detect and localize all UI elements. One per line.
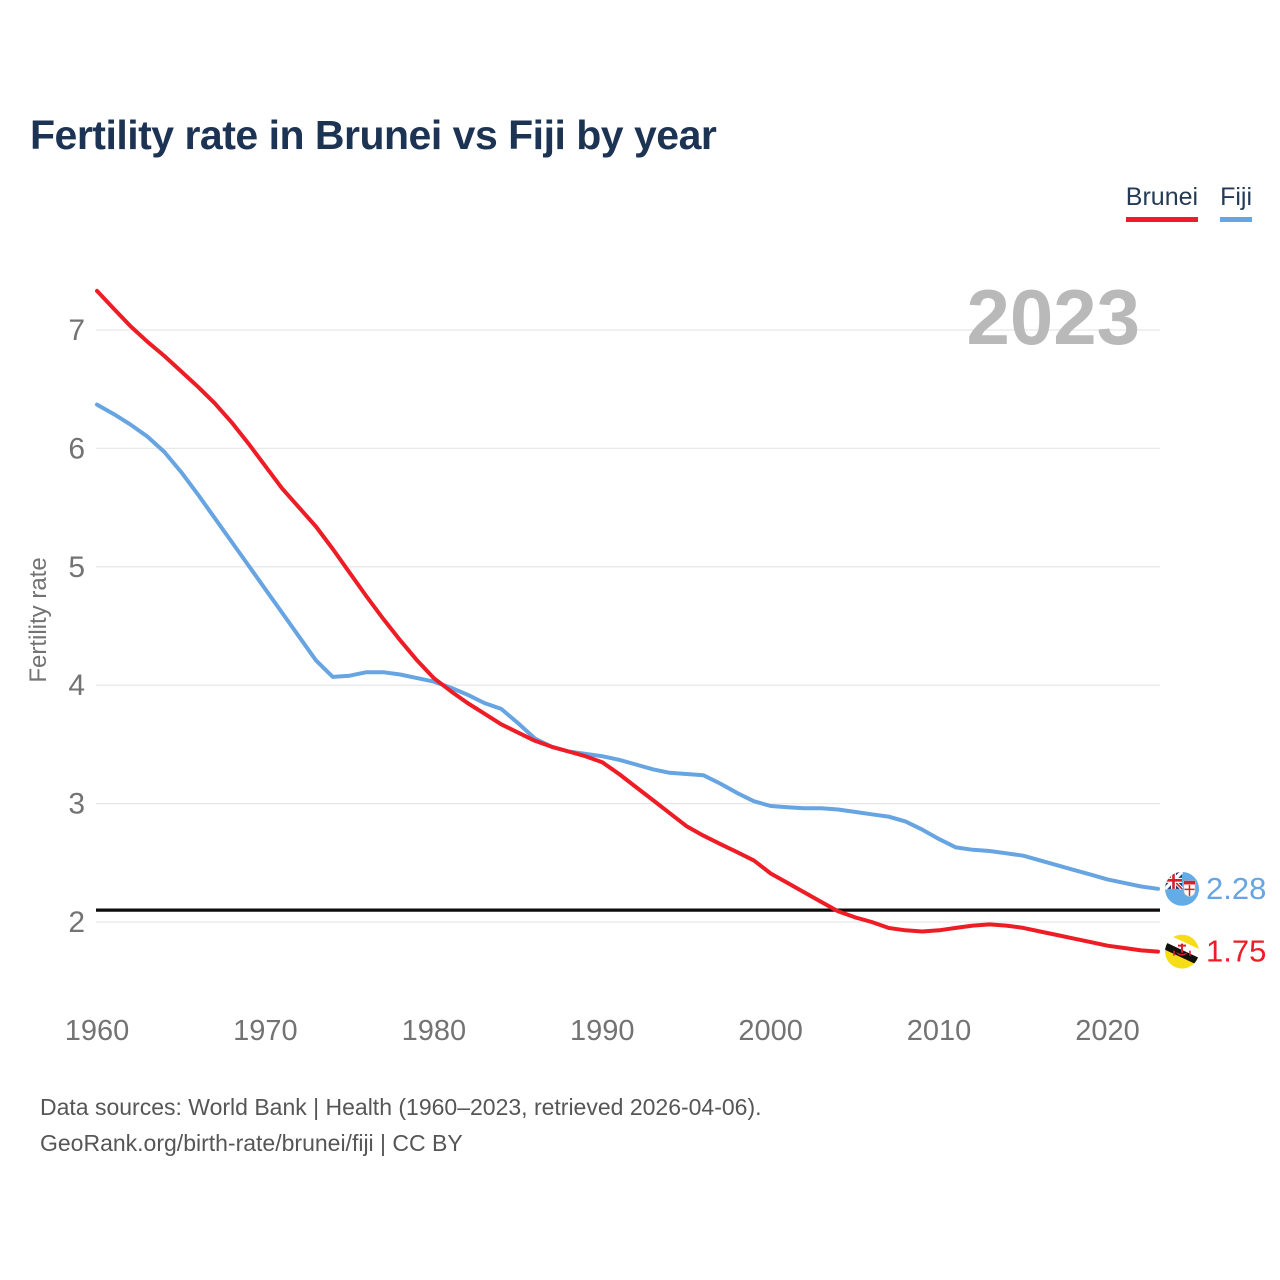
y-tick-2: 2 — [68, 906, 85, 939]
data-sources-text: Data sources: World Bank | Health (1960–… — [40, 1094, 762, 1120]
x-tick-1990: 1990 — [570, 1015, 635, 1047]
y-tick-3: 3 — [68, 788, 85, 821]
brunei-end-value: 1.75 — [1206, 934, 1266, 969]
chart-title: Fertility rate in Brunei vs Fiji by year — [30, 112, 717, 158]
y-tick-6: 6 — [68, 432, 85, 465]
legend-item-fiji[interactable]: Fiji — [1220, 183, 1252, 222]
brunei-line — [95, 288, 1160, 954]
y-tick-7: 7 — [68, 314, 85, 347]
fiji-line — [95, 402, 1160, 891]
fiji-flag-icon — [1165, 871, 1199, 906]
year-watermark: 2023 — [966, 273, 1140, 361]
x-tick-1960: 1960 — [65, 1015, 130, 1047]
y-tick-5: 5 — [68, 551, 85, 584]
y-axis-label: Fertility rate — [25, 557, 52, 682]
attribution-text: GeoRank.org/birth-rate/brunei/fiji | CC … — [40, 1129, 463, 1156]
fiji-end-value: 2.28 — [1206, 871, 1266, 906]
footer: Data sources: World Bank | Health (1960–… — [40, 1090, 762, 1161]
y-tick-4: 4 — [68, 669, 85, 702]
legend-item-brunei[interactable]: Brunei — [1125, 183, 1199, 222]
x-tick-2000: 2000 — [738, 1015, 803, 1047]
x-tick-1970: 1970 — [233, 1015, 298, 1047]
legend: Brunei Fiji — [1125, 183, 1252, 222]
x-tick-1980: 1980 — [402, 1015, 467, 1047]
brunei-flag-icon — [1165, 934, 1199, 969]
x-tick-2010: 2010 — [907, 1015, 972, 1047]
x-tick-2020: 2020 — [1075, 1015, 1140, 1047]
